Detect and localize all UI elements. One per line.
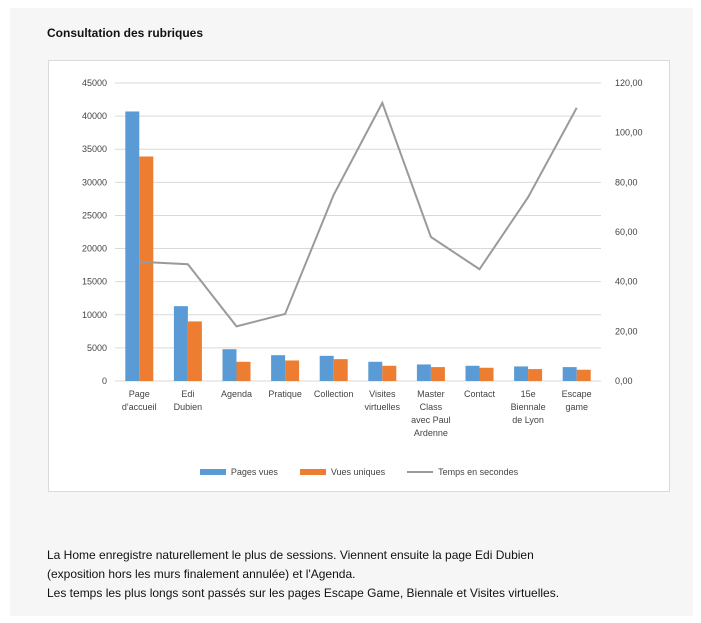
- y-right-tick-label: 20,00: [615, 326, 638, 336]
- caption-line-3: Les temps les plus longs sont passés sur…: [47, 586, 560, 600]
- bar-pages-vues: [319, 355, 334, 381]
- y-left-tick-label: 0: [102, 376, 107, 386]
- y-right-tick-label: 100,00: [615, 128, 643, 138]
- y-left-tick-label: 30000: [82, 177, 107, 187]
- bar-pages-vues: [173, 306, 188, 381]
- y-left-tick-label: 40000: [82, 111, 107, 121]
- legend-item-pages-vues: Pages vues: [199, 467, 278, 477]
- x-category-label: Pratique: [268, 389, 302, 399]
- legend-label-vues-uniques: Vues uniques: [330, 467, 386, 477]
- bar-pages-vues: [271, 355, 286, 381]
- document-page: Consultation des rubriques 0 5000 10000 150…: [10, 8, 693, 616]
- bar-pages-vues: [368, 361, 383, 381]
- bar-vues-uniques: [236, 361, 251, 381]
- y-left-tick-label: 35000: [82, 144, 107, 154]
- y-left-tick-label: 25000: [82, 210, 107, 220]
- legend-label-pages-vues: Pages vues: [230, 467, 278, 477]
- y-right-tick-label: 60,00: [615, 227, 638, 237]
- combo-chart: 0 5000 10000 15000 20000 25000 30000 35000 40000…: [82, 78, 643, 438]
- bar-pages-vues: [465, 365, 480, 381]
- legend-label-temps: Temps en secondes: [438, 467, 519, 477]
- chart-legend: Pages vues Vues uniques Temps en seconde…: [49, 467, 669, 477]
- bar-pages-vues: [416, 364, 431, 381]
- y-left-tick-label: 10000: [82, 310, 107, 320]
- bar-pages-vues: [125, 111, 140, 381]
- bar-vues-uniques: [187, 321, 202, 381]
- x-category-label: Visites virtuelles: [365, 389, 401, 412]
- x-category-label: 15e Biennale de Lyon: [511, 389, 546, 425]
- y-right-tick-label: 80,00: [615, 177, 638, 187]
- x-category-label: Contact: [464, 389, 496, 399]
- legend-swatch-vues-uniques: [299, 469, 326, 475]
- legend-item-temps: Temps en secondes: [407, 467, 518, 477]
- bar-pages-vues: [222, 349, 237, 381]
- bar-pages-vues: [514, 366, 529, 381]
- y-left-tick-label: 5000: [87, 343, 107, 353]
- section-title: Consultation des rubriques: [47, 26, 204, 40]
- bar-pages-vues: [562, 367, 577, 381]
- y-right-tick-label: 40,00: [615, 277, 638, 287]
- caption-line-1: La Home enregistre naturellement le plus…: [47, 548, 534, 562]
- bar-vues-uniques: [139, 156, 154, 381]
- caption-line-2: (exposition hors les murs finalement ann…: [47, 567, 356, 581]
- x-category-label: Master Class avec Paul Ardenne: [411, 389, 451, 438]
- x-category-label: Agenda: [221, 389, 252, 399]
- y-left-tick-label: 45000: [82, 78, 107, 88]
- bar-vues-uniques: [576, 369, 591, 381]
- x-category-label: Collection: [314, 389, 354, 399]
- chart-container: 0 5000 10000 15000 20000 25000 30000 35000 40000…: [48, 60, 670, 492]
- bar-vues-uniques: [479, 367, 494, 381]
- x-category-label: Page d'accueil: [122, 389, 157, 412]
- legend-swatch-temps: [407, 471, 434, 473]
- y-right-tick-label: 120,00: [615, 78, 643, 88]
- x-category-label: Edi Dubien: [174, 389, 203, 412]
- caption-text: La Home enregistre naturellement le plus…: [47, 546, 667, 603]
- bar-vues-uniques: [285, 360, 300, 381]
- bar-vues-uniques: [528, 369, 543, 381]
- y-left-tick-label: 15000: [82, 277, 107, 287]
- bar-vues-uniques: [382, 365, 397, 381]
- legend-swatch-pages-vues: [199, 469, 226, 475]
- y-right-tick-label: 0,00: [615, 376, 633, 386]
- line-temps-en-secondes: [139, 100, 578, 328]
- y-left-tick-label: 20000: [82, 244, 107, 254]
- x-category-label: Escape game: [562, 389, 592, 412]
- legend-item-vues-uniques: Vues uniques: [299, 467, 386, 477]
- bar-vues-uniques: [333, 359, 348, 381]
- bar-vues-uniques: [430, 367, 445, 381]
